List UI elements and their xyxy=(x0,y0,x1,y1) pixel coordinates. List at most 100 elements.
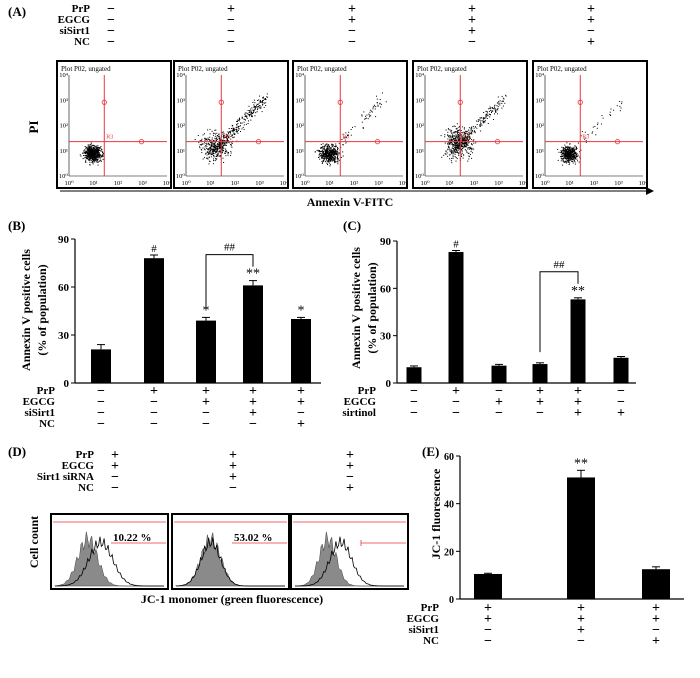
event-dot xyxy=(328,148,330,150)
flow-plot-y-tick: 10⁰ xyxy=(59,173,69,180)
condition-label: sirtinol xyxy=(342,407,376,419)
event-dot xyxy=(320,150,321,152)
event-dot xyxy=(208,151,210,153)
event-dot xyxy=(446,152,448,154)
flow-plot-y-tick: 10³ xyxy=(177,97,186,104)
condition-sign: − xyxy=(346,470,354,485)
event-dot xyxy=(224,144,226,146)
event-dot xyxy=(455,145,457,147)
event-dot xyxy=(331,159,333,160)
event-dot xyxy=(331,146,333,148)
event-dot xyxy=(570,153,572,155)
event-dot xyxy=(324,149,326,151)
event-dot xyxy=(207,148,209,150)
event-dot xyxy=(574,149,576,151)
event-dot xyxy=(96,149,98,151)
event-dot xyxy=(341,139,343,140)
condition-sign: − xyxy=(348,35,356,50)
event-dot xyxy=(211,137,213,139)
event-dot xyxy=(321,155,323,157)
event-dot xyxy=(253,106,255,108)
event-dot xyxy=(459,134,461,136)
condition-sign: − xyxy=(617,395,625,410)
event-dot xyxy=(208,160,210,162)
event-dot xyxy=(458,140,460,142)
event-dot xyxy=(238,127,240,129)
event-dot xyxy=(454,141,456,143)
flow-plot-frame xyxy=(56,60,172,189)
event-dot xyxy=(569,151,571,153)
event-dot xyxy=(461,143,463,145)
event-dot xyxy=(257,104,259,105)
flow-plot-y-tick: 10¹ xyxy=(536,148,545,155)
event-dot xyxy=(335,161,337,163)
condition-sign: + xyxy=(652,634,660,649)
bar xyxy=(291,319,311,383)
event-dot xyxy=(452,157,454,159)
event-dot xyxy=(455,147,457,149)
condition-label: NC xyxy=(78,482,94,494)
event-dot xyxy=(221,149,223,151)
event-dot xyxy=(584,131,586,133)
event-dot xyxy=(377,104,379,106)
event-dot xyxy=(325,150,327,152)
event-dot xyxy=(213,144,215,146)
event-dot xyxy=(452,143,453,145)
event-dot xyxy=(79,154,81,156)
event-dot xyxy=(455,128,457,130)
event-dot xyxy=(454,144,456,146)
event-dot xyxy=(348,131,350,133)
event-dot xyxy=(205,137,207,139)
event-dot xyxy=(575,157,577,159)
event-dot xyxy=(493,119,494,120)
event-dot xyxy=(89,145,91,147)
event-dot xyxy=(326,155,328,157)
event-dot xyxy=(248,114,250,116)
event-dot xyxy=(454,143,456,145)
event-dot xyxy=(453,142,455,144)
event-dot xyxy=(251,111,252,113)
event-dot xyxy=(243,118,245,120)
panel-b: (B) Annexin V positive cells (% of popul… xyxy=(8,218,321,432)
event-dot xyxy=(327,156,329,158)
event-dot xyxy=(97,157,99,159)
event-dot xyxy=(232,131,234,133)
event-dot xyxy=(93,154,94,156)
event-dot xyxy=(254,102,256,104)
event-dot xyxy=(459,126,461,127)
event-dot xyxy=(457,150,458,152)
event-dot xyxy=(462,139,464,141)
event-dot xyxy=(230,128,232,129)
event-dot xyxy=(320,144,322,146)
event-dot xyxy=(620,107,622,109)
event-dot xyxy=(321,160,323,162)
event-dot xyxy=(444,153,446,155)
event-dot xyxy=(334,160,336,162)
event-dot xyxy=(451,139,453,141)
event-dot xyxy=(594,125,596,127)
event-dot xyxy=(226,133,228,135)
event-dot xyxy=(212,134,214,136)
event-dot xyxy=(332,157,333,159)
event-dot xyxy=(453,144,454,145)
event-dot xyxy=(448,142,450,144)
event-dot xyxy=(219,140,221,142)
quadrant-handle xyxy=(494,139,501,145)
panel-d-ylabel: Cell count xyxy=(27,516,41,568)
condition-sign: + xyxy=(348,2,356,17)
event-dot xyxy=(92,149,94,151)
event-dot xyxy=(454,153,456,155)
event-dot xyxy=(90,145,92,147)
event-dot xyxy=(102,152,104,154)
event-dot xyxy=(221,146,223,148)
condition-sign: − xyxy=(202,406,210,421)
event-dot xyxy=(467,135,469,137)
event-dot xyxy=(484,120,486,122)
event-dot xyxy=(217,139,219,140)
condition-sign: − xyxy=(617,384,625,399)
condition-sign: + xyxy=(346,459,354,474)
event-dot xyxy=(470,127,472,129)
event-dot xyxy=(217,148,219,150)
condition-sign: − xyxy=(484,634,492,649)
event-dot xyxy=(574,148,576,150)
